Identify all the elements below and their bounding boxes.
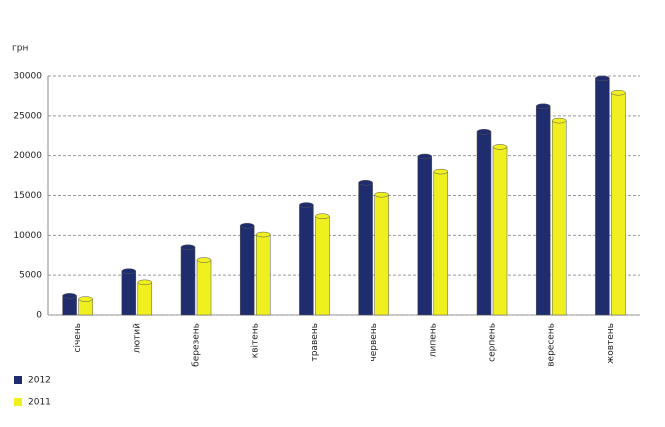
y-tick-label: 5000 <box>19 271 42 281</box>
bar <box>433 171 449 316</box>
bar <box>180 247 196 316</box>
bar <box>315 215 330 316</box>
bar-cap <box>121 268 137 274</box>
x-tick-label: червень <box>369 323 379 362</box>
x-tick-label: травень <box>310 323 320 362</box>
bar <box>137 282 153 316</box>
x-tick-label: серпень <box>488 323 498 362</box>
y-axis-label: грн <box>12 44 28 54</box>
bar <box>299 204 314 316</box>
bar-cap <box>196 257 212 263</box>
bar <box>492 146 508 316</box>
bar-cap <box>374 191 389 198</box>
bar <box>476 131 492 316</box>
bar-cap <box>535 103 551 110</box>
bar-cap <box>476 129 492 135</box>
bar-cap <box>315 213 330 219</box>
bar-cap <box>62 293 77 299</box>
bar <box>239 225 255 316</box>
bar-cap <box>358 180 373 186</box>
bar <box>417 156 433 316</box>
y-tick-label: 20000 <box>13 151 42 161</box>
bar-cap <box>433 168 449 175</box>
bar-cap <box>595 75 610 82</box>
legend-swatch <box>14 376 22 384</box>
bar-cap <box>551 117 567 124</box>
x-tick-label: липень <box>428 323 438 357</box>
bar <box>551 120 567 316</box>
x-tick-label: січень <box>73 323 83 353</box>
bar-cap <box>492 144 508 150</box>
bar <box>121 270 137 316</box>
x-tick-label: вересень <box>547 323 557 367</box>
bar <box>595 78 610 316</box>
bar-cap <box>239 223 255 229</box>
x-tick-label: березень <box>192 323 202 367</box>
bar-cap <box>78 296 93 302</box>
y-tick-label: 30000 <box>13 72 42 82</box>
bar <box>374 194 389 316</box>
x-tick-label: лютий <box>132 323 142 353</box>
legend-swatch <box>14 398 22 406</box>
legend-label: 2011 <box>28 398 51 408</box>
x-tick-label: квітень <box>251 323 261 358</box>
bar-cap <box>417 153 433 160</box>
bar <box>62 295 77 316</box>
bar <box>535 106 551 316</box>
bar-cap <box>180 244 196 251</box>
bar-cap <box>255 231 271 238</box>
y-tick-label: 10000 <box>13 231 42 241</box>
bar <box>255 234 271 316</box>
bar-cap <box>137 279 153 286</box>
bar <box>196 259 212 316</box>
y-tick-label: 0 <box>36 311 42 321</box>
x-tick-label: жовтень <box>606 323 616 364</box>
bar <box>358 182 373 316</box>
y-tick-label: 25000 <box>13 111 42 121</box>
bar <box>611 92 626 316</box>
bar-cap <box>611 89 626 96</box>
y-tick-label: 15000 <box>13 191 42 201</box>
legend-label: 2012 <box>28 376 51 386</box>
bar-cap <box>299 202 314 208</box>
